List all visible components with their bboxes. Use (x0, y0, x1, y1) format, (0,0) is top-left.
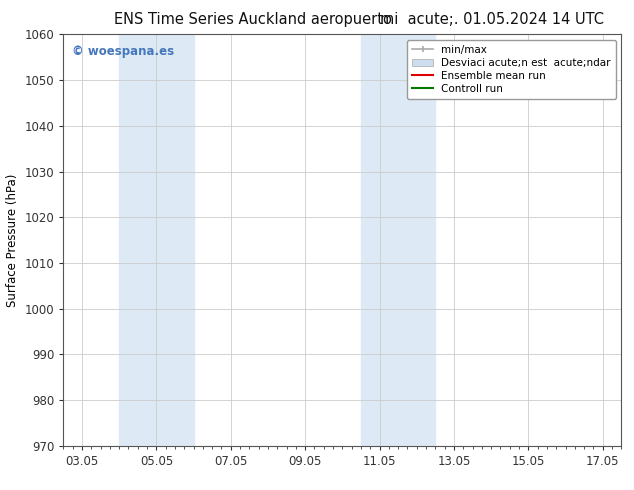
Text: mi  acute;. 01.05.2024 14 UTC: mi acute;. 01.05.2024 14 UTC (380, 12, 604, 27)
Bar (119, 34, 193, 446)
Legend: min/max, Desviaci acute;n est  acute;ndar, Ensemble mean run, Controll run: min/max, Desviaci acute;n est acute;ndar… (407, 40, 616, 99)
Text: ENS Time Series Auckland aeropuerto: ENS Time Series Auckland aeropuerto (114, 12, 392, 27)
Bar (361, 34, 436, 446)
Text: © woespana.es: © woespana.es (72, 45, 174, 58)
Y-axis label: Surface Pressure (hPa): Surface Pressure (hPa) (6, 173, 19, 307)
